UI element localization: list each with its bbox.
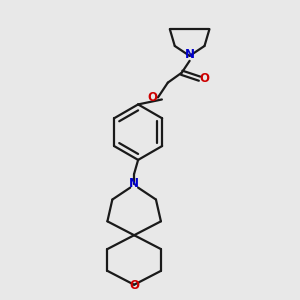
Text: N: N [184,48,195,62]
Text: O: O [129,279,139,292]
Text: O: O [200,72,209,85]
Text: N: N [129,177,139,190]
Text: O: O [147,91,157,104]
